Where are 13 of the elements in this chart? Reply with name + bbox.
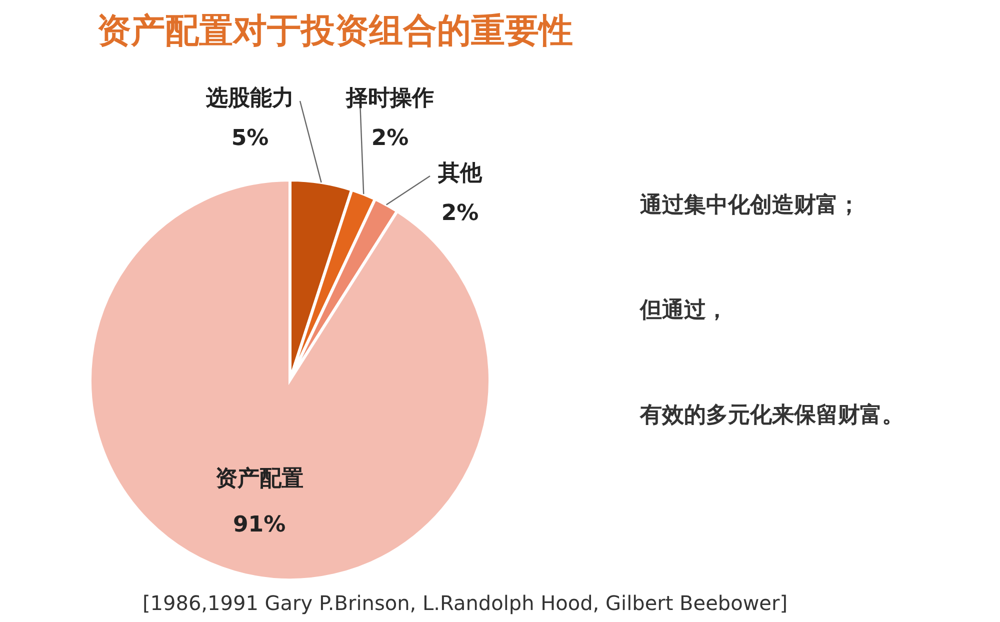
slice-label: 择时操作 — [345, 86, 434, 111]
text: [1986,1991 Gary P.Brinson, L.Randolph Hood, Gilbert Beebower] — [142, 591, 788, 615]
data-label: 91% — [232, 512, 286, 538]
slice-label: 其他 — [437, 161, 483, 186]
data-label: 5% — [231, 126, 269, 151]
slice-label: 选股能力 — [205, 86, 294, 111]
slice-label: 资产配置 — [215, 466, 304, 492]
text: 通过集中化创造财富； — [639, 192, 860, 218]
chart-title: 资产配置对于投资组合的重要性 — [97, 11, 573, 51]
data-label: 2% — [371, 126, 409, 151]
text: 但通过， — [639, 298, 728, 323]
text: 有效的多元化来保留财富。 — [639, 402, 904, 428]
data-label: 2% — [441, 201, 479, 226]
